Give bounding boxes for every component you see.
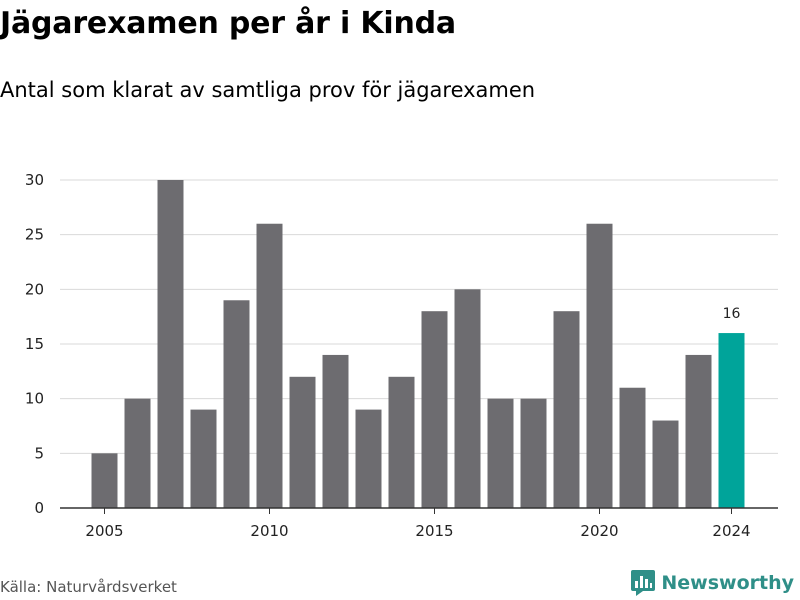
y-tick-label: 5 <box>34 444 44 462</box>
bar <box>520 398 547 508</box>
bar <box>454 289 481 508</box>
bar <box>124 398 151 508</box>
bar <box>223 300 250 508</box>
bar <box>190 409 217 508</box>
bar <box>718 333 745 508</box>
bar <box>157 180 184 508</box>
bar <box>289 376 316 508</box>
newsworthy-logo-icon <box>631 570 656 596</box>
bar <box>355 409 382 508</box>
bar <box>487 398 514 508</box>
y-tick-label: 0 <box>34 499 44 517</box>
y-tick-label: 25 <box>25 226 44 244</box>
chart-title: Jägarexamen per år i Kinda <box>0 6 456 41</box>
bar <box>619 387 646 508</box>
brand-logo: Newsworthy <box>631 570 794 596</box>
x-tick-label: 2015 <box>415 522 453 540</box>
source-note: Källa: Naturvårdsverket <box>0 578 177 596</box>
bar <box>652 420 679 508</box>
y-tick-label: 15 <box>25 335 44 353</box>
x-tick-label: 2005 <box>85 522 123 540</box>
chart-subtitle: Antal som klarat av samtliga prov för jä… <box>0 78 536 102</box>
bar <box>322 354 349 508</box>
x-tick-label: 2024 <box>712 522 750 540</box>
x-tick-label: 2010 <box>250 522 288 540</box>
brand-name: Newsworthy <box>661 572 794 594</box>
data-label: 16 <box>723 306 741 322</box>
x-tick-label: 2020 <box>580 522 618 540</box>
bar <box>421 311 448 508</box>
bar <box>256 223 283 508</box>
y-tick-label: 20 <box>25 280 44 298</box>
y-tick-label: 10 <box>25 390 44 408</box>
bar <box>91 453 118 508</box>
bar <box>586 223 613 508</box>
y-tick-label: 30 <box>25 171 44 189</box>
bar <box>388 376 415 508</box>
bar <box>685 354 712 508</box>
bar <box>553 311 580 508</box>
